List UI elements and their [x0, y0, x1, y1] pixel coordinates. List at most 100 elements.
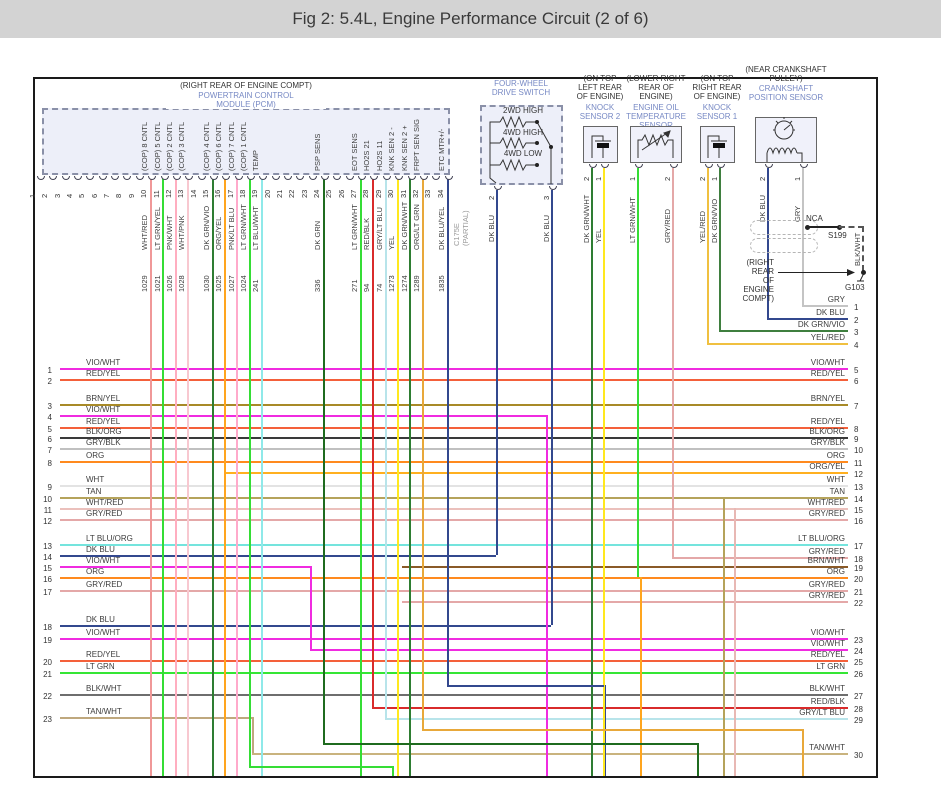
pcm-wire-color-label: LT GRN/WHT	[238, 204, 248, 250]
circuit-wire-vertical	[360, 177, 362, 776]
switch-position-label: 2WD HIGH	[503, 106, 543, 115]
sensor-wire-color-label: DK GRN/WHT	[582, 194, 591, 243]
pcm-circuit-number: 1028	[177, 275, 187, 292]
pcm-pin-number: 30	[386, 189, 396, 198]
wire-color-label-right: TAN/WHT	[809, 743, 845, 752]
pcm-circuit-number: 1026	[164, 275, 174, 292]
connector-pin-icon	[148, 176, 157, 180]
wire-color-label-right: VIO/WHT	[810, 639, 845, 648]
connector-pin-icon	[358, 176, 367, 180]
pcm-pin-number: 32	[410, 189, 420, 198]
sensor-wire-color-label: GRY/RED	[663, 208, 672, 243]
ground-wire-dashed	[862, 226, 866, 271]
sensor-pin-number: 2	[758, 176, 767, 181]
wire-color-label-right: BLK/ORG	[809, 427, 845, 436]
wire-color-label-right: GRY/RED	[808, 580, 845, 589]
row-number-left: 6	[47, 435, 52, 444]
circuit-wire-row	[60, 404, 848, 406]
wire-color-label-right: BLK/WHT	[809, 684, 845, 693]
connector-pin-icon	[601, 164, 609, 168]
row-number-left: 23	[43, 715, 52, 724]
row-number-left: 17	[43, 588, 52, 597]
pcm-pin-number: 25	[324, 189, 334, 198]
row-number-right: 27	[854, 692, 863, 701]
connector-pin-icon	[209, 176, 218, 180]
ground-wire-dashed	[839, 226, 864, 230]
circuit-wire-vertical	[447, 177, 449, 685]
shield-symbol-icon	[750, 238, 818, 253]
pcm-pin-number: 17	[225, 189, 235, 198]
wire-color-label-left: TAN/WHT	[86, 707, 122, 716]
connector-pin-icon	[494, 186, 502, 190]
connector-pin-icon	[705, 164, 713, 168]
wire-color-label-left: DK BLU	[86, 615, 115, 624]
circuit-wire-row	[402, 566, 848, 568]
pcm-pin-number: 22	[287, 189, 297, 198]
circuit-wire-row	[719, 330, 848, 332]
connector-pin-icon	[407, 176, 416, 180]
circuit-wire-horizontal	[422, 729, 802, 731]
pcm-circuit-number: 1021	[152, 275, 162, 292]
pcm-pin-number: 16	[213, 189, 223, 198]
wire-color-label-left: DK BLU	[86, 545, 115, 554]
row-number-right: 8	[854, 425, 859, 434]
circuit-wire-row	[60, 566, 310, 568]
switch-wire-color-label: DK BLU	[487, 214, 496, 242]
pcm-signal-label: (COP) 7 CNTL	[226, 121, 236, 171]
wire-color-label-right: GRY/RED	[808, 509, 845, 518]
circuit-wire-vertical	[150, 177, 152, 776]
row-number-right: 14	[854, 495, 863, 504]
sensor-name-label: ENGINE OIL TEMPERATURE SENSOR	[626, 102, 686, 130]
pcm-signal-label: (COP) 4 CNTL	[201, 121, 211, 171]
pcm-wire-color-label: PNK/LT BLU	[226, 207, 236, 250]
wire-color-label-right: LT GRN	[816, 662, 845, 671]
row-number-left: 7	[47, 446, 52, 455]
connector-pin-icon	[49, 176, 58, 180]
pcm-circuit-number: 241	[251, 279, 261, 292]
pcm-pin-number: 18	[237, 189, 247, 198]
circuit-wire-vertical	[734, 508, 736, 776]
sensor-pin-number: 1	[628, 176, 637, 181]
connector-pin-icon	[135, 176, 144, 180]
pcm-circuit-number: 1835	[436, 275, 446, 292]
pcm-signal-label: EOT SENS	[350, 133, 360, 171]
pcm-signal-label: FRPT SEN SIG	[411, 119, 421, 171]
wire-color-label-right: DK GRN/VIO	[797, 320, 845, 329]
circuit-wire-vertical	[603, 168, 605, 776]
wire-color-label-left: ORG	[86, 451, 105, 460]
switch-pin-number: 3	[542, 195, 551, 200]
sensor-location-label: (ON TOP RIGHT REAR OF ENGINE)	[692, 74, 742, 101]
connector-pin-icon	[765, 164, 773, 168]
connector-pin-icon	[308, 176, 317, 180]
circuit-wire-row	[60, 415, 546, 417]
pcm-signal-label: PSP SENS	[313, 133, 323, 171]
connector-pin-icon	[635, 164, 643, 168]
row-number-left: 20	[43, 658, 52, 667]
wire-color-label-right: GRY/RED	[808, 547, 845, 556]
row-number-right: 15	[854, 506, 863, 515]
circuit-wire-row	[60, 519, 848, 521]
connector-pin-icon	[246, 176, 255, 180]
row-number-left: 3	[47, 402, 52, 411]
sensor-pin-number: 2	[582, 176, 591, 181]
pcm-signal-label: TEMP	[251, 150, 261, 171]
ground-wire-color-label: BLK/WHT	[853, 232, 862, 266]
connector-pin-icon	[444, 176, 453, 180]
circuit-wire-row	[60, 368, 848, 370]
pcm-pin-number: 24	[312, 189, 322, 198]
pcm-circuit-number: 1024	[238, 275, 248, 292]
circuit-wire-vertical	[261, 177, 263, 776]
connector-pin-icon	[185, 176, 194, 180]
circuit-wire-vertical	[252, 717, 254, 753]
row-number-right: 23	[854, 636, 863, 645]
pcm-circuit-number: 74	[374, 283, 384, 292]
row-number-right: 9	[854, 435, 859, 444]
connector-pin-icon	[549, 186, 557, 190]
connector-pin-icon	[98, 176, 107, 180]
row-number-left: 14	[43, 553, 52, 562]
row-number-right: 25	[854, 658, 863, 667]
junction-dot-icon	[804, 224, 810, 230]
connector-pin-icon	[432, 176, 441, 180]
pcm-pin-number: 33	[423, 189, 433, 198]
pcm-signal-label: HO2S 11	[374, 140, 384, 171]
